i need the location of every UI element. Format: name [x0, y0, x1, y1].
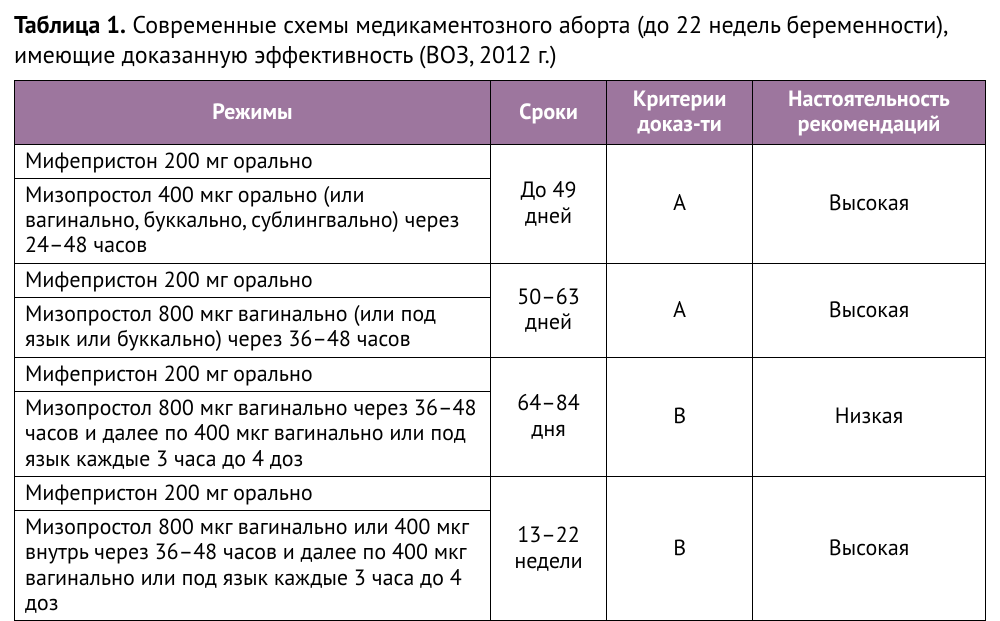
caption-label: Таблица 1.: [14, 9, 126, 40]
table-row: Мифепристон 200 мг орально64–84 дняBНизк…: [15, 357, 986, 391]
table-header-row: РежимыСрокиКритерии доказ-тиНастоятельно…: [15, 81, 986, 145]
cell-regimen: Мифепристон 200 мг орально: [15, 357, 491, 391]
table-row: Мифепристон 200 мг орально50–63 днейAВыс…: [15, 263, 986, 297]
cell-term: 50–63 дней: [490, 263, 607, 357]
col-header-0: Режимы: [15, 81, 491, 145]
cell-evidence: A: [607, 144, 753, 263]
cell-regimen: Мифепристон 200 мг орально: [15, 476, 491, 510]
cell-evidence: A: [607, 263, 753, 357]
cell-strength: Высокая: [752, 263, 985, 357]
cell-regimen: Мизопростол 400 мкг орально (или вагинал…: [15, 178, 491, 263]
cell-regimen: Мизопростол 800 мкг вагинально через 36–…: [15, 391, 491, 476]
cell-regimen: Мифепристон 200 мг орально: [15, 144, 491, 178]
cell-strength: Высокая: [752, 476, 985, 620]
col-header-3: Настоятельность рекомендаций: [752, 81, 985, 145]
table-body: Мифепристон 200 мг оральноДо 49 днейAВыс…: [15, 144, 986, 621]
cell-term: 13–22 недели: [490, 476, 607, 620]
cell-regimen: Мизопростол 800 мкг вагинально или 400 м…: [15, 511, 491, 621]
cell-strength: Низкая: [752, 357, 985, 476]
cell-regimen: Мизопростол 800 мкг вагинально (или под …: [15, 298, 491, 358]
table-caption: Таблица 1. Современные схемы медикаменто…: [14, 10, 986, 70]
cell-evidence: B: [607, 476, 753, 620]
page-container: Таблица 1. Современные схемы медикаменто…: [0, 0, 1000, 593]
table-row: Мифепристон 200 мг орально13–22 неделиBВ…: [15, 476, 986, 510]
col-header-2: Критерии доказ-ти: [607, 81, 753, 145]
table-row: Мифепристон 200 мг оральноДо 49 днейAВыс…: [15, 144, 986, 178]
data-table: РежимыСрокиКритерии доказ-тиНастоятельно…: [14, 80, 986, 621]
caption-text: Современные схемы медикаментозного аборт…: [14, 9, 947, 70]
col-header-1: Сроки: [490, 81, 607, 145]
cell-regimen: Мифепристон 200 мг орально: [15, 263, 491, 297]
cell-strength: Высокая: [752, 144, 985, 263]
cell-evidence: B: [607, 357, 753, 476]
cell-term: До 49 дней: [490, 144, 607, 263]
cell-term: 64–84 дня: [490, 357, 607, 476]
